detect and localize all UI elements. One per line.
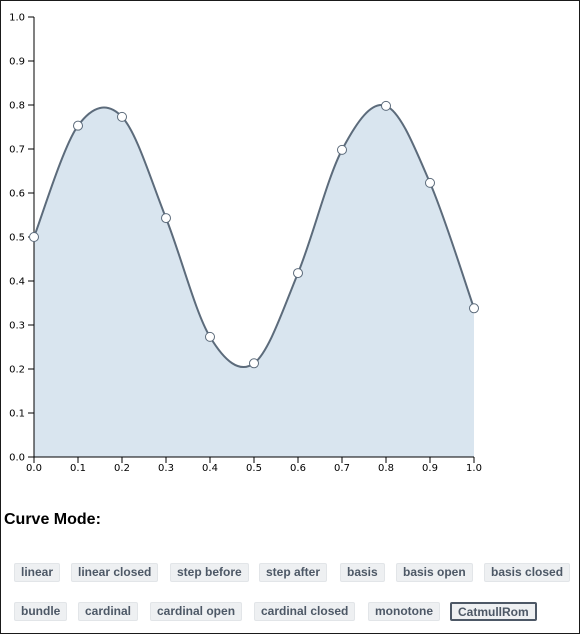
- curve-button-monotone[interactable]: monotone: [368, 602, 440, 621]
- y-tick-label: 0.6: [9, 189, 25, 200]
- data-point[interactable]: [73, 120, 83, 131]
- data-point[interactable]: [293, 268, 303, 279]
- data-point[interactable]: [29, 232, 39, 242]
- y-axis: 0.0 0.1 0.2 0.3 0.4 0.5 0.6 0.7 0.8 0.9 1.0: [9, 13, 35, 464]
- data-point[interactable]: [381, 100, 391, 111]
- area-chart: 0.0 0.1 0.2 0.3 0.4 0.5 0.6 0.7 0.8 0.9 1.0 0.0 0.1…: [9, 13, 482, 475]
- y-tick-label: 0.5: [9, 233, 25, 244]
- data-point[interactable]: [117, 111, 127, 122]
- x-tick-label: 0.8: [378, 463, 394, 474]
- y-tick-label: 0.2: [9, 365, 25, 376]
- y-tick-label: 0.0: [9, 453, 25, 464]
- x-tick-label: 0.3: [158, 463, 174, 474]
- x-tick-label: 0.4: [202, 463, 218, 474]
- y-tick-label: 0.4: [9, 277, 25, 288]
- x-tick-label: 0.0: [26, 463, 42, 474]
- x-tick-label: 0.6: [290, 463, 306, 474]
- curve-mode-title: Curve Mode:: [4, 511, 101, 528]
- curve-button-cardinal-closed[interactable]: cardinal closed: [254, 602, 356, 621]
- curve-button-basis[interactable]: basis: [340, 563, 385, 582]
- x-axis: 0.0 0.1 0.2 0.3 0.4 0.5 0.6 0.7 0.8 0.9 1.0: [26, 456, 482, 474]
- data-point[interactable]: [469, 303, 479, 314]
- x-tick-label: 0.9: [422, 463, 438, 474]
- curve-button-basis-closed[interactable]: basis closed: [484, 563, 571, 582]
- x-tick-label: 0.2: [114, 463, 130, 474]
- curve-button-step-after[interactable]: step after: [259, 563, 328, 582]
- y-tick-label: 0.3: [9, 321, 25, 332]
- data-point[interactable]: [337, 144, 347, 155]
- curve-button-step-before[interactable]: step before: [170, 563, 249, 582]
- x-tick-label: 0.5: [246, 463, 262, 474]
- curve-button-linear[interactable]: linear: [14, 563, 61, 582]
- curve-button-cardinal-open[interactable]: cardinal open: [150, 602, 243, 621]
- y-tick-label: 0.8: [9, 101, 25, 112]
- y-tick-label: 0.9: [9, 57, 25, 68]
- control-points[interactable]: [29, 100, 479, 369]
- data-point[interactable]: [161, 213, 171, 224]
- curve-button-bundle[interactable]: bundle: [14, 602, 68, 621]
- curve-button-catmullrom[interactable]: CatmullRom: [450, 602, 537, 621]
- y-tick-label: 1.0: [9, 13, 25, 24]
- curve-button-cardinal[interactable]: cardinal: [78, 602, 139, 621]
- x-tick-label: 1.0: [466, 463, 482, 474]
- curve-button-linear-closed[interactable]: linear closed: [71, 563, 159, 582]
- y-tick-label: 0.1: [9, 409, 25, 420]
- y-tick-label: 0.7: [9, 145, 25, 156]
- area-fill: [34, 105, 474, 457]
- x-tick-label: 0.7: [334, 463, 350, 474]
- data-point[interactable]: [205, 331, 215, 342]
- data-point[interactable]: [249, 358, 259, 369]
- x-tick-label: 0.1: [70, 463, 86, 474]
- data-point[interactable]: [425, 177, 435, 188]
- curve-button-basis-open[interactable]: basis open: [396, 563, 473, 582]
